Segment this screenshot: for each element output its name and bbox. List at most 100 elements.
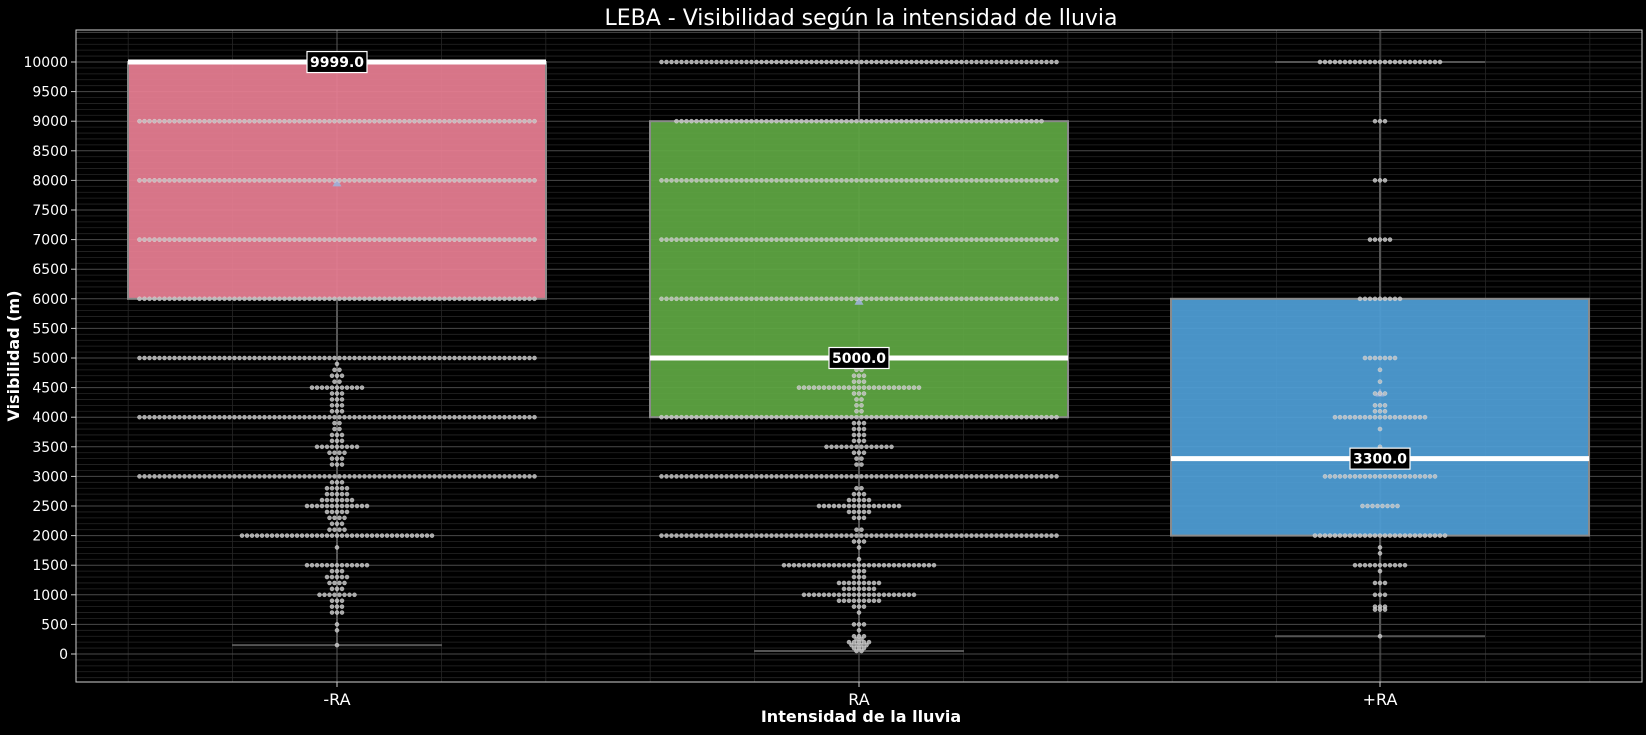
- swarm-point: [347, 296, 352, 302]
- swarm-point: [964, 178, 969, 183]
- swarm-point: [332, 237, 337, 242]
- swarm-point: [382, 118, 387, 124]
- swarm-point: [851, 586, 857, 592]
- swarm-point: [754, 118, 759, 124]
- swarm-point: [861, 497, 867, 503]
- swarm-point: [317, 118, 322, 124]
- swarm-point: [861, 385, 867, 390]
- swarm-point: [884, 178, 889, 183]
- swarm-point: [876, 385, 882, 390]
- swarm-point: [282, 296, 287, 302]
- swarm-point: [674, 296, 679, 302]
- swarm-point: [689, 178, 694, 183]
- swarm-point: [1357, 59, 1363, 65]
- swarm-point: [856, 610, 862, 615]
- swarm-point: [1357, 474, 1363, 479]
- swarm-point: [407, 178, 412, 183]
- swarm-point: [839, 118, 844, 124]
- swarm-point: [1387, 414, 1393, 420]
- swarm-point: [854, 533, 859, 538]
- swarm-point: [387, 118, 392, 124]
- swarm-point: [739, 118, 744, 124]
- swarm-point: [137, 296, 142, 302]
- swarm-point: [974, 237, 979, 242]
- swarm-point: [834, 59, 839, 65]
- swarm-point: [824, 118, 829, 124]
- swarm-point: [1312, 533, 1318, 538]
- swarm-point: [719, 178, 724, 183]
- swarm-point: [944, 414, 949, 420]
- swarm-point: [679, 178, 684, 183]
- swarm-point: [329, 497, 335, 503]
- swarm-point: [334, 586, 340, 592]
- swarm-point: [871, 586, 877, 592]
- swarm-point: [297, 296, 302, 302]
- swarm-point: [861, 645, 867, 651]
- swarm-point: [227, 474, 232, 479]
- swarm-point: [397, 296, 402, 302]
- swarm-point: [442, 237, 447, 242]
- swarm-point: [387, 474, 392, 479]
- swarm-point: [874, 533, 879, 538]
- swarm-point: [889, 414, 894, 420]
- swarm-point: [207, 355, 212, 361]
- swarm-point: [477, 474, 482, 479]
- swarm-point: [1390, 503, 1395, 509]
- swarm-point: [709, 296, 714, 302]
- swarm-point: [217, 414, 222, 420]
- swarm-point: [659, 474, 664, 479]
- swarm-point: [789, 414, 794, 420]
- swarm-point: [212, 355, 217, 361]
- swarm-point: [864, 474, 869, 479]
- swarm-point: [914, 474, 919, 479]
- swarm-point: [774, 59, 779, 65]
- y-tick-label: 8000: [32, 173, 68, 189]
- swarm-point: [854, 642, 859, 648]
- swarm-point: [909, 178, 914, 183]
- swarm-point: [382, 178, 387, 183]
- swarm-point: [162, 237, 167, 242]
- swarm-point: [354, 562, 360, 568]
- swarm-point: [914, 178, 919, 183]
- swarm-point: [689, 296, 694, 302]
- swarm-point: [829, 178, 834, 183]
- swarm-point: [244, 533, 250, 538]
- swarm-point: [197, 414, 202, 420]
- swarm-point: [339, 503, 345, 509]
- x-tick-label: +RA: [1363, 690, 1398, 709]
- swarm-point: [339, 533, 345, 538]
- y-tick-label: 9000: [32, 114, 68, 130]
- swarm-point: [422, 237, 427, 242]
- swarm-point: [354, 444, 360, 450]
- swarm-point: [659, 237, 664, 242]
- swarm-point: [344, 574, 350, 580]
- swarm-point: [834, 178, 839, 183]
- swarm-point: [314, 385, 320, 390]
- swarm-point: [1019, 296, 1024, 302]
- swarm-point: [522, 118, 527, 124]
- swarm-point: [749, 414, 754, 420]
- swarm-point: [302, 474, 307, 479]
- swarm-point: [252, 355, 257, 361]
- swarm-point: [487, 237, 492, 242]
- swarm-point: [352, 414, 357, 420]
- swarm-point: [392, 296, 397, 302]
- swarm-point: [367, 118, 372, 124]
- swarm-point: [836, 592, 842, 598]
- swarm-point: [339, 521, 345, 527]
- swarm-point: [1019, 237, 1024, 242]
- swarm-point: [172, 474, 177, 479]
- swarm-point: [1382, 237, 1388, 242]
- swarm-point: [1392, 414, 1398, 420]
- swarm-point: [512, 296, 517, 302]
- swarm-point: [1044, 533, 1049, 538]
- swarm-point: [492, 474, 497, 479]
- swarm-point: [969, 118, 974, 124]
- swarm-point: [784, 118, 789, 124]
- swarm-point: [1375, 503, 1380, 509]
- swarm-point: [182, 118, 187, 124]
- swarm-point: [347, 178, 352, 183]
- swarm-point: [1347, 533, 1353, 538]
- swarm-point: [1054, 414, 1059, 420]
- swarm-point: [809, 118, 814, 124]
